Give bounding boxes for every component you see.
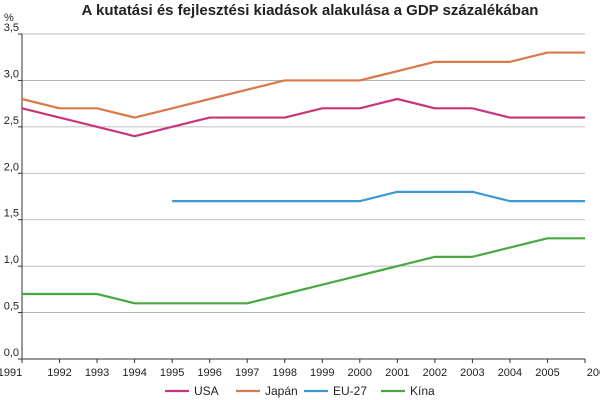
series-line-jap-n: [21, 51, 585, 119]
y-axis-label: %: [4, 12, 14, 24]
series-line-k-na: [22, 237, 585, 305]
x-tick-label: 1996: [197, 367, 221, 379]
y-tick-label: 2,0: [4, 161, 19, 173]
y-tick-label: 3,5: [4, 22, 19, 34]
y-tick-labels: 0,0 0,5 1,0 1,5 2,0 2,5 3,0 3,5: [4, 22, 19, 359]
x-tick-label: 2001: [385, 367, 409, 379]
series-line-eu-27: [172, 190, 585, 203]
x-tick-label: 2004: [498, 367, 522, 379]
series-lines: [21, 51, 585, 305]
x-tick-label: 2005: [535, 367, 559, 379]
x-tick-label: 1992: [47, 367, 71, 379]
gridlines: [22, 33, 585, 313]
x-tick-label: 1998: [272, 367, 296, 379]
x-tick-label: 1991: [0, 367, 22, 379]
y-tick-label: 0,0: [4, 347, 19, 359]
x-tick-labels: 1991 1992 1993 1994 1995 1996 1997 1998 1999 2000…: [0, 367, 600, 379]
x-tick-label: 2002: [423, 367, 447, 379]
y-tick-label: 0,5: [4, 301, 19, 313]
chart-title: A kutatási és fejlesztési kiadások alaku…: [82, 2, 539, 19]
x-tick-label: 1995: [160, 367, 184, 379]
series-line-usa: [21, 97, 585, 138]
x-tick-label: 1994: [122, 367, 146, 379]
y-tick-label: 1,5: [4, 208, 19, 220]
y-tick-label: 3,0: [4, 68, 19, 80]
x-tick-label: 2003: [460, 367, 484, 379]
x-tick-label: 2000: [348, 367, 372, 379]
y-tick-label: 2,5: [4, 115, 19, 127]
legend-label-eu-27: EU-27: [333, 384, 367, 398]
legend-label-usa: USA: [194, 384, 219, 398]
x-tick-label: 1997: [235, 367, 259, 379]
axes: [18, 33, 586, 363]
legend-label-k-na: Kína: [410, 384, 435, 398]
legend: USA Japán EU-27 Kína: [165, 384, 435, 398]
legend-label-jap-n: Japán: [265, 384, 298, 398]
x-tick-label: 2006: [587, 367, 600, 379]
x-tick-label: 1993: [85, 367, 109, 379]
y-tick-label: 1,0: [4, 254, 19, 266]
x-tick-label: 1999: [310, 367, 334, 379]
